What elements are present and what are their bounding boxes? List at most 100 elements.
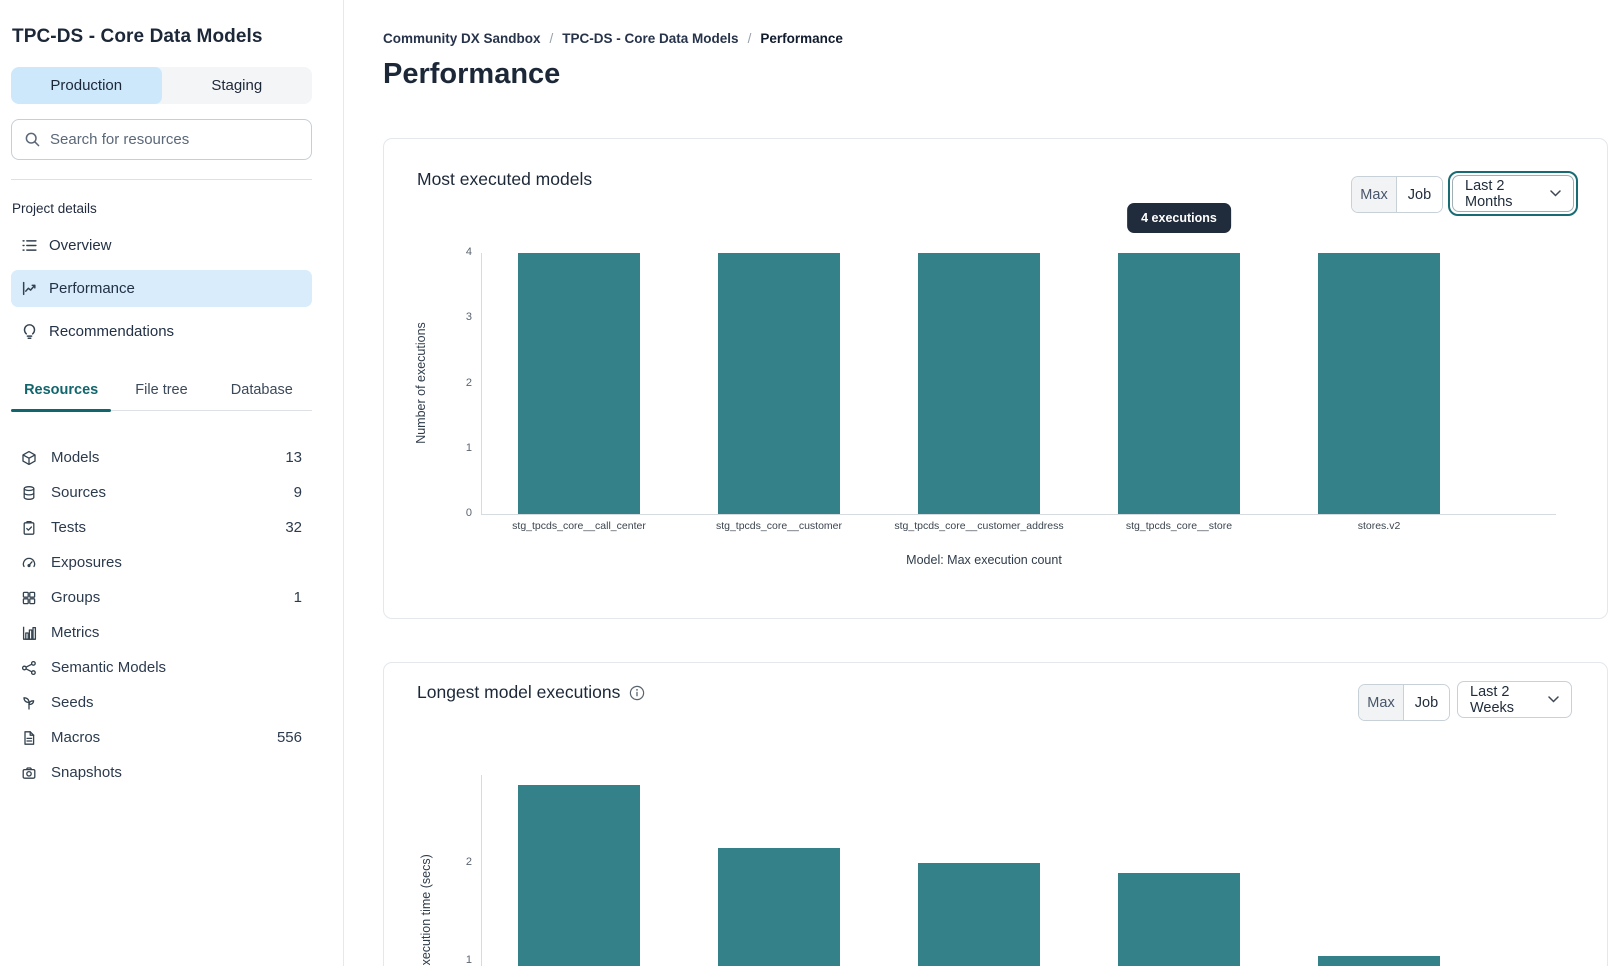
resource-count: 9 (293, 484, 302, 501)
camera-icon (21, 765, 37, 781)
resource-label: Seeds (51, 694, 94, 711)
bar-chart-icon (21, 625, 37, 641)
cube-icon (21, 450, 37, 466)
page-title: Performance (383, 58, 561, 90)
resource-item-tests[interactable]: Tests 32 (11, 510, 312, 545)
resource-search[interactable] (11, 119, 312, 160)
bar[interactable] (1118, 872, 1240, 966)
y-axis-line (481, 253, 482, 514)
max-button[interactable]: Max (1359, 685, 1404, 720)
y-tick-label: 1 (465, 441, 472, 454)
date-range-value: Last 2 Months (1465, 177, 1513, 210)
info-icon[interactable] (629, 685, 645, 701)
nav-label: Overview (49, 237, 112, 254)
resource-list: Models 13 Sources 9 Tests 32 (11, 440, 312, 790)
y-tick-label: 2 (465, 376, 472, 389)
bar[interactable] (518, 253, 640, 514)
nav-label: Recommendations (49, 323, 175, 340)
resource-item-metrics[interactable]: Metrics (11, 615, 312, 650)
chart-title: Most executed models (417, 169, 593, 189)
sidebar-item-overview[interactable]: Overview (11, 227, 312, 264)
resource-item-semantic-models[interactable]: Semantic Models (11, 650, 312, 685)
breadcrumb-current: Performance (760, 31, 843, 46)
x-category-label: stg_tpcds_core__customer_address (894, 520, 1064, 532)
max-button[interactable]: Max (1352, 177, 1397, 212)
resource-count: 13 (285, 449, 302, 466)
resource-item-models[interactable]: Models 13 (11, 440, 312, 475)
chevron-down-icon (1550, 190, 1561, 197)
aggregation-toggle: Max Job (1358, 684, 1450, 721)
job-button[interactable]: Job (1404, 685, 1449, 720)
y-tick-label: 0 (465, 507, 472, 519)
bar[interactable] (1318, 253, 1440, 514)
y-axis-line (481, 775, 482, 966)
breadcrumb-link-account[interactable]: Community DX Sandbox (383, 31, 541, 46)
bar[interactable] (918, 863, 1040, 966)
resource-tabs: Resources File tree Database (11, 376, 312, 412)
tab-resources[interactable]: Resources (11, 376, 112, 412)
resource-label: Models (51, 449, 100, 466)
gauge-icon (21, 555, 37, 571)
x-category-label: stg_tpcds_core__customer (715, 520, 843, 532)
sidebar-divider (11, 179, 312, 180)
bar[interactable] (918, 253, 1040, 514)
seedling-icon (21, 695, 37, 711)
breadcrumb-separator: / (747, 31, 752, 46)
sidebar-item-performance[interactable]: Performance (11, 270, 312, 307)
line-chart-icon (21, 280, 38, 297)
y-axis-label: Number of executions (414, 322, 428, 444)
tab-file-tree[interactable]: File tree (135, 382, 188, 398)
search-input[interactable] (50, 131, 299, 148)
lightbulb-icon (21, 323, 38, 340)
chart-tooltip: 4 executions (1127, 203, 1231, 233)
resource-item-exposures[interactable]: Exposures (11, 545, 312, 580)
tab-staging[interactable]: Staging (211, 77, 263, 94)
breadcrumb: Community DX Sandbox / TPC-DS - Core Dat… (383, 31, 843, 46)
project-title: TPC-DS - Core Data Models (12, 26, 263, 47)
clipboard-check-icon (21, 520, 37, 536)
network-icon (21, 660, 37, 676)
aggregation-toggle: Max Job (1351, 176, 1443, 213)
project-details-label: Project details (12, 201, 97, 216)
main-content: Community DX Sandbox / TPC-DS - Core Dat… (344, 0, 1621, 966)
date-range-select[interactable]: Last 2 Months (1452, 175, 1574, 212)
card-most-executed-models: Most executed models Max Job Last 2 Mont… (383, 138, 1608, 619)
grid-icon (21, 590, 37, 606)
x-axis-line (481, 514, 1556, 515)
resource-item-groups[interactable]: Groups 1 (11, 580, 312, 615)
resource-item-macros[interactable]: Macros 556 (11, 720, 312, 755)
bar[interactable] (718, 253, 840, 514)
breadcrumb-link-project[interactable]: TPC-DS - Core Data Models (562, 31, 739, 46)
date-range-value: Last 2 Weeks (1470, 683, 1515, 716)
date-range-select[interactable]: Last 2 Weeks (1457, 681, 1572, 718)
date-range-select-wrapper: Last 2 Months (1448, 171, 1578, 216)
bar[interactable] (1118, 253, 1240, 514)
card-longest-model-executions: Longest model executions Max Job Last 2 … (383, 662, 1608, 966)
resource-item-snapshots[interactable]: Snapshots (11, 755, 312, 790)
resource-label: Groups (51, 589, 101, 606)
resource-item-seeds[interactable]: Seeds (11, 685, 312, 720)
y-tick-label: 1 (465, 954, 472, 966)
resource-item-sources[interactable]: Sources 9 (11, 475, 312, 510)
database-icon (21, 485, 37, 501)
bar[interactable] (1318, 956, 1440, 966)
search-icon (24, 131, 41, 148)
environment-toggle: Production Staging (11, 67, 312, 104)
resource-count: 1 (293, 589, 302, 606)
file-icon (21, 730, 37, 746)
resource-count: 32 (285, 519, 302, 536)
job-button[interactable]: Job (1397, 177, 1442, 212)
sidebar-item-recommendations[interactable]: Recommendations (11, 313, 312, 350)
resource-count: 556 (276, 729, 302, 746)
resource-label: Macros (51, 729, 101, 746)
resource-label: Semantic Models (51, 659, 167, 676)
tab-production[interactable]: Production (11, 67, 162, 104)
x-category-label: stg_tpcds_core__call_center (512, 520, 646, 532)
x-category-label: stg_tpcds_core__store (1125, 520, 1233, 532)
bar[interactable] (518, 784, 640, 966)
resource-label: Snapshots (51, 764, 122, 781)
resource-label: Exposures (51, 554, 122, 571)
tab-database[interactable]: Database (230, 382, 293, 398)
bar[interactable] (718, 848, 840, 966)
